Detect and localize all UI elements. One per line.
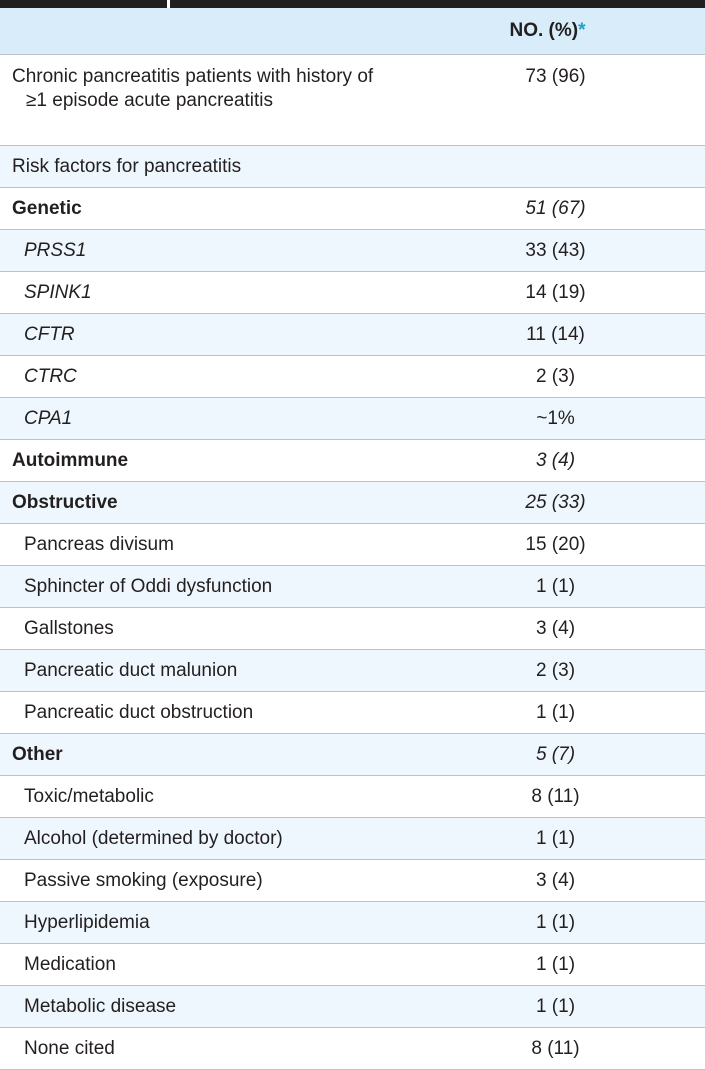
row-value: 1 (1) bbox=[390, 985, 705, 1028]
row-label: Alcohol (determined by doctor) bbox=[0, 817, 390, 860]
table-row: Gallstones 3 (4) bbox=[0, 607, 705, 650]
row-label: CPA1 bbox=[0, 397, 390, 440]
table-row: Risk factors for pancreatitis bbox=[0, 145, 705, 188]
row-value: 1 (1) bbox=[390, 691, 705, 734]
table-row: Toxic/metabolic 8 (11) bbox=[0, 775, 705, 818]
row-label: Risk factors for pancreatitis bbox=[0, 145, 390, 188]
row-value: 11 (14) bbox=[390, 313, 705, 356]
footnote-star: * bbox=[578, 20, 586, 41]
row-label: SPINK1 bbox=[0, 271, 390, 314]
column-divider bbox=[167, 0, 170, 8]
row-label: Pancreatic duct malunion bbox=[0, 649, 390, 692]
table-row: Alcohol (determined by doctor) 1 (1) bbox=[0, 817, 705, 860]
row-value: 1 (1) bbox=[390, 901, 705, 944]
row-label: Toxic/metabolic bbox=[0, 775, 390, 818]
table-row: Pancreatic duct malunion 2 (3) bbox=[0, 649, 705, 692]
row-value: ~1% bbox=[390, 397, 705, 440]
row-label: None cited bbox=[0, 1027, 390, 1070]
row-value: 5 (7) bbox=[390, 733, 705, 776]
row-value: 3 (4) bbox=[390, 859, 705, 902]
row-value: 8 (11) bbox=[390, 1027, 705, 1070]
row-label: Pancreatic duct obstruction bbox=[0, 691, 390, 734]
table-row: Sphincter of Oddi dysfunction 1 (1) bbox=[0, 565, 705, 608]
row-value: 73 (96) bbox=[390, 54, 705, 146]
row-label: Passive smoking (exposure) bbox=[0, 859, 390, 902]
row-label: Chronic pancreatitis patients with histo… bbox=[0, 54, 390, 146]
table-row: Hyperlipidemia 1 (1) bbox=[0, 901, 705, 944]
row-value: 25 (33) bbox=[390, 481, 705, 524]
table-row-group: Other 5 (7) bbox=[0, 733, 705, 776]
table-row: Chronic pancreatitis patients with histo… bbox=[0, 54, 705, 146]
row-label-text: Chronic pancreatitis patients with histo… bbox=[12, 66, 374, 111]
table-row: Metabolic disease 1 (1) bbox=[0, 985, 705, 1028]
row-label: Hyperlipidemia bbox=[0, 901, 390, 944]
table-row: CPA1 ~1% bbox=[0, 397, 705, 440]
table-row: Medication 1 (1) bbox=[0, 943, 705, 986]
table-row-group: Autoimmune 3 (4) bbox=[0, 439, 705, 482]
row-label: Pancreas divisum bbox=[0, 523, 390, 566]
table-row-group: Genetic 51 (67) bbox=[0, 187, 705, 230]
row-value: 2 (3) bbox=[390, 355, 705, 398]
row-value: 3 (4) bbox=[390, 607, 705, 650]
row-label: PRSS1 bbox=[0, 229, 390, 272]
row-value: 8 (11) bbox=[390, 775, 705, 818]
table-row: Passive smoking (exposure) 3 (4) bbox=[0, 859, 705, 902]
header-cell-label bbox=[0, 8, 390, 55]
table-row: CFTR 11 (14) bbox=[0, 313, 705, 356]
row-label: Metabolic disease bbox=[0, 985, 390, 1028]
row-label: CFTR bbox=[0, 313, 390, 356]
table-row: CTRC 2 (3) bbox=[0, 355, 705, 398]
risk-factor-table: NO. (%)* Chronic pancreatitis patients w… bbox=[0, 8, 705, 1070]
row-label: Medication bbox=[0, 943, 390, 986]
table-row: PRSS1 33 (43) bbox=[0, 229, 705, 272]
header-cell-count: NO. (%)* bbox=[390, 8, 705, 55]
row-value: 14 (19) bbox=[390, 271, 705, 314]
row-value: 2 (3) bbox=[390, 649, 705, 692]
table-row: Pancreatic duct obstruction 1 (1) bbox=[0, 691, 705, 734]
row-value: 1 (1) bbox=[390, 943, 705, 986]
table-top-rule bbox=[0, 0, 705, 8]
row-value: 1 (1) bbox=[390, 565, 705, 608]
header-count-label: NO. (%) bbox=[509, 20, 579, 41]
row-label: Autoimmune bbox=[0, 439, 390, 482]
row-label: CTRC bbox=[0, 355, 390, 398]
row-value: 15 (20) bbox=[390, 523, 705, 566]
table-row-group: Obstructive 25 (33) bbox=[0, 481, 705, 524]
table-row: SPINK1 14 (19) bbox=[0, 271, 705, 314]
table-row: None cited 8 (11) bbox=[0, 1027, 705, 1070]
table-header-row: NO. (%)* bbox=[0, 8, 705, 55]
row-label: Other bbox=[0, 733, 390, 776]
row-label: Obstructive bbox=[0, 481, 390, 524]
row-label: Gallstones bbox=[0, 607, 390, 650]
table-row: Pancreas divisum 15 (20) bbox=[0, 523, 705, 566]
row-value: 3 (4) bbox=[390, 439, 705, 482]
row-label: Genetic bbox=[0, 187, 390, 230]
row-value: 1 (1) bbox=[390, 817, 705, 860]
row-value: 33 (43) bbox=[390, 229, 705, 272]
row-value bbox=[390, 145, 705, 188]
row-value: 51 (67) bbox=[390, 187, 705, 230]
row-label: Sphincter of Oddi dysfunction bbox=[0, 565, 390, 608]
